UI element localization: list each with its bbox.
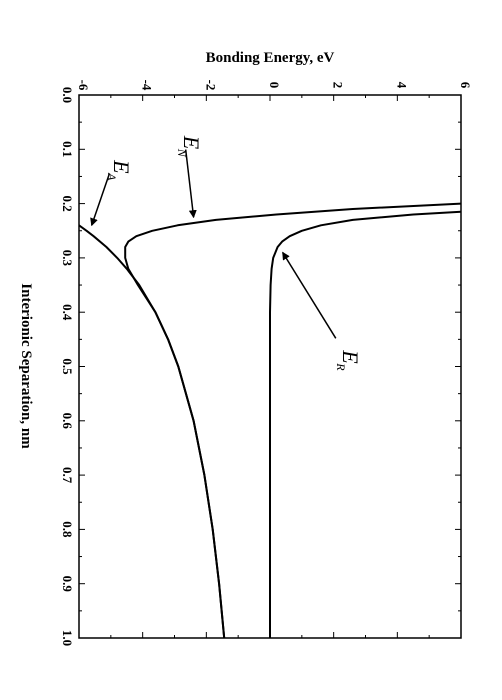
x-tick-label: 0.9 [60, 576, 75, 593]
x-axis-title: Interionic Separation, nm [18, 283, 34, 449]
x-tick-label: 1.0 [60, 630, 75, 646]
annotation-main-text: E [338, 349, 363, 364]
x-tick-label: 0.5 [60, 358, 75, 375]
y-tick-label: -2 [203, 80, 218, 91]
y-tick-label: -6 [76, 80, 91, 91]
y-axis-title: Bonding Energy, eV [206, 50, 335, 66]
annotation-arrow-E_R [282, 251, 337, 339]
annotation-arrow-E_A [90, 173, 111, 227]
x-tick-label: 0.3 [60, 250, 75, 267]
annotation-label-E_N: EN [175, 135, 204, 158]
annotation-main-text: E [179, 135, 204, 150]
annotation-arrow-E_N [184, 149, 197, 219]
annotation-sub-text: R [334, 362, 348, 371]
series-line-E_R [269, 210, 462, 638]
y-tick-label: 0 [267, 82, 282, 89]
x-tick-label: 0.0 [60, 87, 75, 103]
annotation-sub-text: A [105, 172, 119, 181]
y-tick-label: -4 [140, 80, 155, 91]
x-tick-label: 0.4 [60, 304, 75, 321]
y-tick-label: 2 [331, 82, 346, 89]
x-tick-label: 0.2 [60, 195, 75, 211]
y-tick-label: 4 [394, 82, 409, 89]
y-tick-label: 6 [458, 82, 473, 89]
series-line-E_A [78, 224, 226, 639]
annotation-main-text: E [109, 159, 134, 174]
tick-group: 0.0 0.1 0.2 0.3 0.4 0.5 0.6 0.7 0.8 0.9 1.0 -6 -4 -2 0… [60, 80, 473, 647]
x-tick-label: 0.7 [60, 467, 75, 484]
curve-group [78, 202, 462, 639]
x-tick-label: 0.1 [60, 141, 75, 157]
annotation-label-E_R: ER [334, 349, 363, 371]
annotation-sub-text: N [175, 148, 189, 158]
annotation-label-E_A: EA [105, 159, 134, 181]
x-tick-label: 0.6 [60, 413, 75, 430]
x-tick-label: 0.8 [60, 521, 75, 538]
